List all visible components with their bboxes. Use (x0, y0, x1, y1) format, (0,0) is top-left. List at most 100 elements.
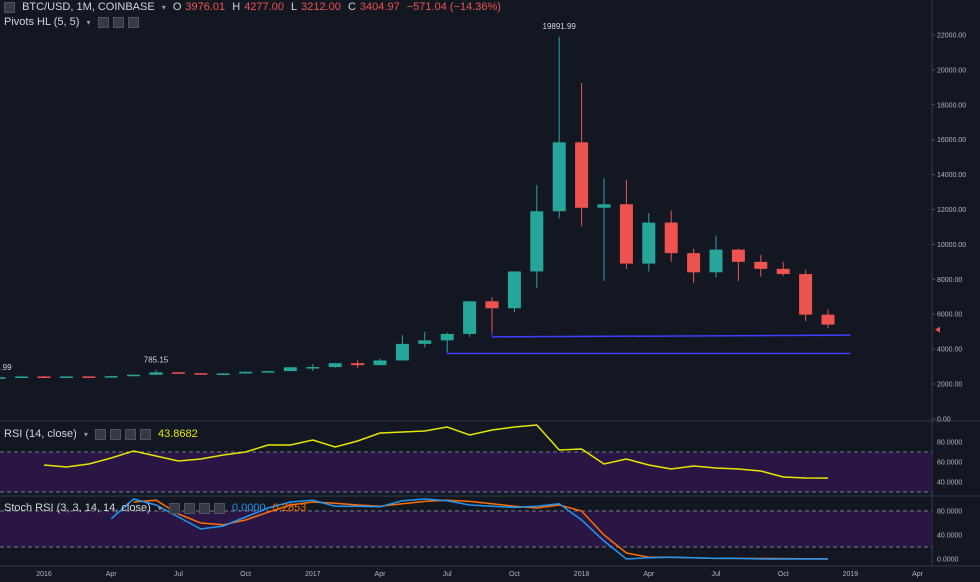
candle-body (239, 371, 253, 374)
pivots-label[interactable]: Pivots HL (5, 5) (4, 16, 80, 28)
candle-body (597, 204, 611, 208)
high-value: 4277.00 (244, 1, 284, 13)
indicator-legend: Pivots HL (5, 5) ▾ (4, 16, 143, 28)
rsi-label[interactable]: RSI (14, close) (4, 428, 77, 440)
candle-body (82, 376, 96, 378)
chevron-down-icon[interactable]: ▾ (157, 504, 162, 513)
time-tick-label: Apr (375, 571, 387, 578)
collapse-icon[interactable] (4, 1, 15, 13)
candle-body (776, 268, 790, 275)
candle-body (149, 372, 163, 375)
time-tick-label: Oct (509, 571, 520, 578)
time-tick-label: 2016 (36, 571, 52, 578)
candle-body (37, 376, 51, 378)
time-tick-label: Apr (643, 571, 655, 578)
candle-body (552, 142, 566, 212)
candle-body (306, 367, 320, 369)
time-tick-label: Oct (240, 571, 251, 578)
price-tick-label: 2000.00 (937, 382, 962, 389)
candle-body (575, 142, 589, 208)
change-value: −571.04 (−14.36%) (406, 1, 501, 13)
annotation-bg (0, 362, 15, 372)
annotation-bg (140, 354, 172, 365)
candle-body (485, 301, 499, 309)
price-tick-label: 20000.00 (937, 67, 966, 74)
time-tick-label: Oct (778, 571, 789, 578)
candle-body (328, 363, 342, 368)
close-value: 3404.97 (359, 1, 400, 13)
pivot-line (491, 334, 851, 338)
eye-icon[interactable] (168, 502, 180, 514)
candle-body (395, 343, 409, 361)
eye-icon[interactable] (94, 428, 106, 440)
close-icon[interactable] (124, 428, 136, 440)
price-annotation: 785.15 (144, 355, 169, 364)
candle-body (440, 333, 454, 341)
close-label: C (347, 1, 356, 13)
price-tick-label: 0.00 (937, 416, 951, 423)
time-tick-label: 2017 (305, 571, 321, 578)
candle-body (104, 376, 118, 378)
candle-body (642, 222, 656, 264)
stoch-label[interactable]: Stoch RSI (3, 3, 14, 14, close) (4, 502, 151, 514)
eye-icon[interactable] (97, 16, 109, 28)
rsi-tick-label: 40.0000 (937, 480, 962, 487)
candle-body (799, 274, 813, 315)
time-tick-label: Apr (106, 571, 118, 578)
close-icon[interactable] (127, 16, 139, 28)
symbol-label[interactable]: BTC/USD, 1M, COINBASE (22, 1, 155, 13)
stoch-legend: Stoch RSI (3, 3, 14, 14, close) ▾ 0.0000… (4, 502, 310, 514)
candle-body (821, 314, 835, 325)
candle-body (373, 360, 387, 366)
time-tick-label: 2018 (574, 571, 590, 578)
candle-body (687, 253, 701, 273)
price-tick-label: 18000.00 (937, 102, 966, 109)
chevron-down-icon[interactable]: ▾ (83, 430, 88, 439)
candle-body (59, 376, 73, 378)
settings-icon[interactable] (109, 428, 121, 440)
chevron-down-icon[interactable]: ▾ (86, 18, 91, 27)
stoch-tick-label: 80.0000 (937, 509, 962, 516)
settings-icon[interactable] (183, 502, 195, 514)
candle-body (171, 372, 185, 374)
more-icon[interactable] (139, 428, 151, 440)
candle-body (507, 271, 521, 309)
chevron-down-icon[interactable]: ▾ (161, 3, 166, 12)
candle-body (530, 211, 544, 272)
candle-body (731, 249, 745, 262)
candle-body (261, 371, 275, 373)
symbol-header: BTC/USD, 1M, COINBASE ▾ O 3976.01 H 4277.0… (4, 1, 505, 13)
candle-body (351, 363, 365, 366)
rsi-tick-label: 80.0000 (937, 440, 962, 447)
time-tick-label: Jul (174, 571, 183, 578)
rsi-legend: RSI (14, close) ▾ 43.8682 (4, 428, 202, 440)
candle-body (754, 261, 768, 269)
time-tick-label: Jul (712, 571, 721, 578)
close-icon[interactable] (198, 502, 210, 514)
candle-body (619, 204, 633, 264)
high-label: H (232, 1, 241, 13)
open-label: O (172, 1, 182, 13)
annotation-bg (538, 20, 580, 31)
rsi-band (0, 452, 932, 492)
rsi-value: 43.8682 (157, 428, 198, 440)
low-value: 3212.00 (301, 1, 341, 13)
rsi-line (43, 424, 829, 479)
last-price-marker (935, 326, 940, 333)
time-tick-label: 2019 (843, 571, 859, 578)
rsi-tick-label: 60.0000 (937, 460, 962, 467)
stoch-tick-label: 0.0000 (937, 557, 959, 564)
candle-body (664, 222, 678, 254)
price-tick-label: 4000.00 (937, 347, 962, 354)
candle-body (283, 367, 297, 372)
stoch-d-value: 0.2853 (272, 502, 307, 514)
settings-icon[interactable] (112, 16, 124, 28)
candle-body (709, 249, 723, 273)
stoch-k-line (110, 498, 828, 560)
more-icon[interactable] (213, 502, 225, 514)
time-tick-label: Jul (443, 571, 452, 578)
stoch-tick-label: 40.0000 (937, 533, 962, 540)
price-tick-label: 16000.00 (937, 137, 966, 144)
candle-body (194, 373, 208, 375)
